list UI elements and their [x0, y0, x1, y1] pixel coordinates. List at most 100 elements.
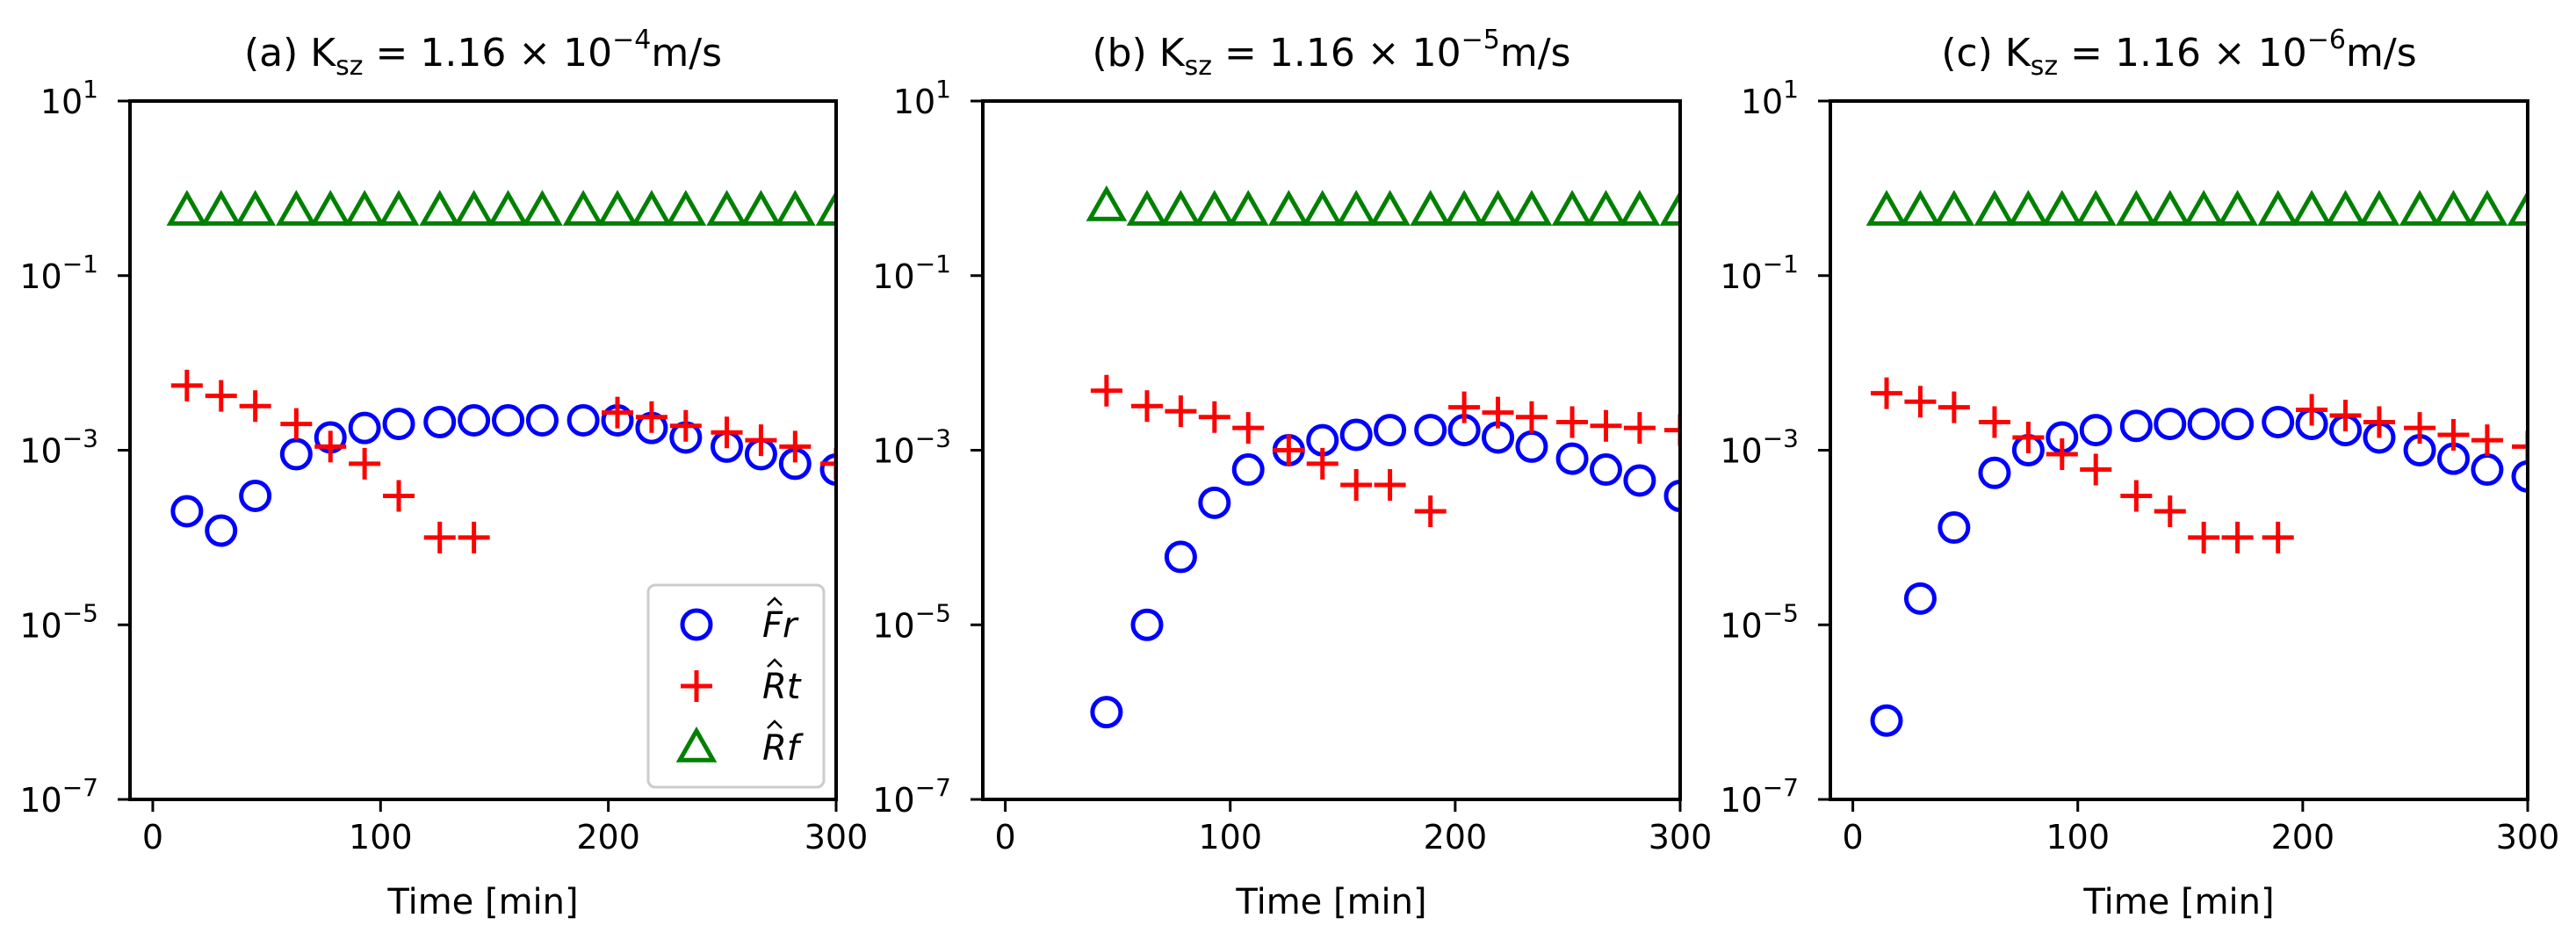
y-tick-label: 10−5: [1720, 598, 1799, 645]
x-tick-label: 300: [2496, 818, 2560, 857]
point-fr-2: [1903, 582, 1937, 615]
point-fr-2: [1130, 608, 1164, 641]
point-rt-5: [2012, 421, 2045, 453]
point-rf-14: [631, 190, 673, 226]
point-rf-4: [276, 190, 317, 226]
point-rf-18: [775, 190, 816, 226]
point-fr-1: [1870, 704, 1903, 737]
point-rt-12: [2262, 521, 2294, 553]
point-fr-8: [1339, 418, 1373, 452]
legend-marker-fr: [680, 608, 713, 641]
point-rf-10: [1410, 190, 1452, 226]
point-rf-17: [1659, 190, 1680, 226]
point-rt-15: [2363, 406, 2395, 438]
point-rt-4: [280, 408, 313, 440]
legend-marker-rt: [681, 670, 712, 702]
point-rf-13: [1511, 190, 1553, 226]
markers-panel-2: [1086, 184, 1680, 729]
point-rf-7: [1302, 190, 1344, 226]
point-rt-5: [1232, 412, 1265, 445]
point-rf-18: [2466, 190, 2508, 226]
panel-1: 0 100 200 300 101 10−1 10−3 10−5 10−7 Time [min] (…: [19, 25, 868, 922]
x-tick-label: 100: [2046, 818, 2110, 857]
point-rt-1: [1871, 377, 1903, 409]
x-tick-label: 100: [1198, 818, 1262, 857]
point-rf-4: [1973, 190, 2016, 226]
point-rf-5: [309, 190, 351, 226]
point-rt-4: [1198, 401, 1230, 433]
point-fr-19: [2511, 459, 2528, 493]
x-tick-label: 0: [142, 818, 163, 857]
point-rf-3: [1933, 190, 1975, 226]
point-rf-7: [378, 190, 420, 226]
series-rt: [1090, 374, 1680, 527]
point-rf-6: [1268, 190, 1310, 226]
series-fr: [170, 403, 836, 547]
point-rf-15: [2358, 190, 2400, 226]
point-rf-11: [1443, 190, 1485, 226]
point-rt-7: [383, 480, 415, 512]
series-rt: [1871, 377, 2528, 553]
point-rf-9: [2149, 190, 2191, 226]
y-tick-label: 10−5: [872, 598, 951, 645]
y-tick-label: 10−1: [19, 249, 98, 296]
point-fr-7: [2079, 414, 2112, 447]
point-rt-12: [669, 409, 702, 442]
point-fr-8: [2119, 409, 2153, 443]
point-rf-16: [1619, 190, 1661, 226]
point-rt-2: [1130, 390, 1163, 423]
y-tick-label: 10−7: [19, 773, 98, 820]
point-rt-1: [1090, 374, 1122, 407]
point-rf-5: [1227, 190, 1269, 226]
point-rf-17: [2433, 190, 2474, 226]
point-rt-13: [2296, 394, 2328, 426]
legend-label-rt: Rt: [762, 667, 802, 707]
point-rf-10: [487, 190, 529, 226]
point-rf-16: [2399, 190, 2441, 226]
point-rf-16: [706, 190, 747, 226]
point-rt-13: [711, 416, 743, 449]
point-rf-8: [2116, 190, 2157, 226]
point-rt-3: [1165, 395, 1197, 428]
point-rt-6: [2046, 438, 2078, 471]
point-rt-1: [170, 369, 203, 401]
markers-panel-3: [1865, 190, 2528, 737]
y-tick-label: 10−3: [872, 424, 951, 471]
point-rf-8: [1335, 190, 1377, 226]
point-rt-14: [1556, 406, 1589, 438]
point-rf-15: [1585, 190, 1627, 226]
y-tick-label: 10−5: [19, 598, 98, 645]
point-rt-5: [314, 430, 347, 463]
point-rt-14: [2329, 399, 2362, 431]
point-rt-8: [1340, 469, 1373, 502]
point-rt-9: [458, 521, 490, 553]
x-tick-label: 200: [576, 818, 640, 857]
point-rt-16: [1623, 412, 1656, 445]
point-fr-12: [566, 403, 600, 437]
point-rf-17: [740, 190, 782, 226]
point-rt-9: [2154, 495, 2186, 527]
x-tick-label: 0: [995, 818, 1016, 857]
panel-title: (b) Ksz = 1.16 × 10−5m/s: [1093, 25, 1571, 82]
point-fr-10: [492, 403, 525, 437]
series-fr: [1870, 405, 2528, 737]
legend-hat-accent: [767, 658, 783, 668]
x-tick-label: 0: [1843, 818, 1864, 857]
point-fr-4: [1978, 456, 2011, 489]
legend-marker-rf: [675, 726, 718, 763]
point-rt-14: [745, 424, 777, 457]
x-tick-label: 100: [349, 818, 413, 857]
point-fr-10: [1414, 414, 1447, 447]
point-rf-15: [665, 190, 707, 226]
point-rt-17: [1664, 414, 1680, 446]
point-rt-6: [349, 447, 381, 480]
x-tick-label: 200: [1424, 818, 1488, 857]
point-rt-16: [2404, 412, 2436, 445]
point-fr-11: [525, 403, 559, 437]
point-fr-3: [1937, 511, 1971, 545]
point-fr-9: [2154, 408, 2187, 441]
point-fr-10: [2187, 408, 2220, 441]
series-rf: [1086, 184, 1680, 226]
point-rt-7: [2080, 453, 2112, 486]
